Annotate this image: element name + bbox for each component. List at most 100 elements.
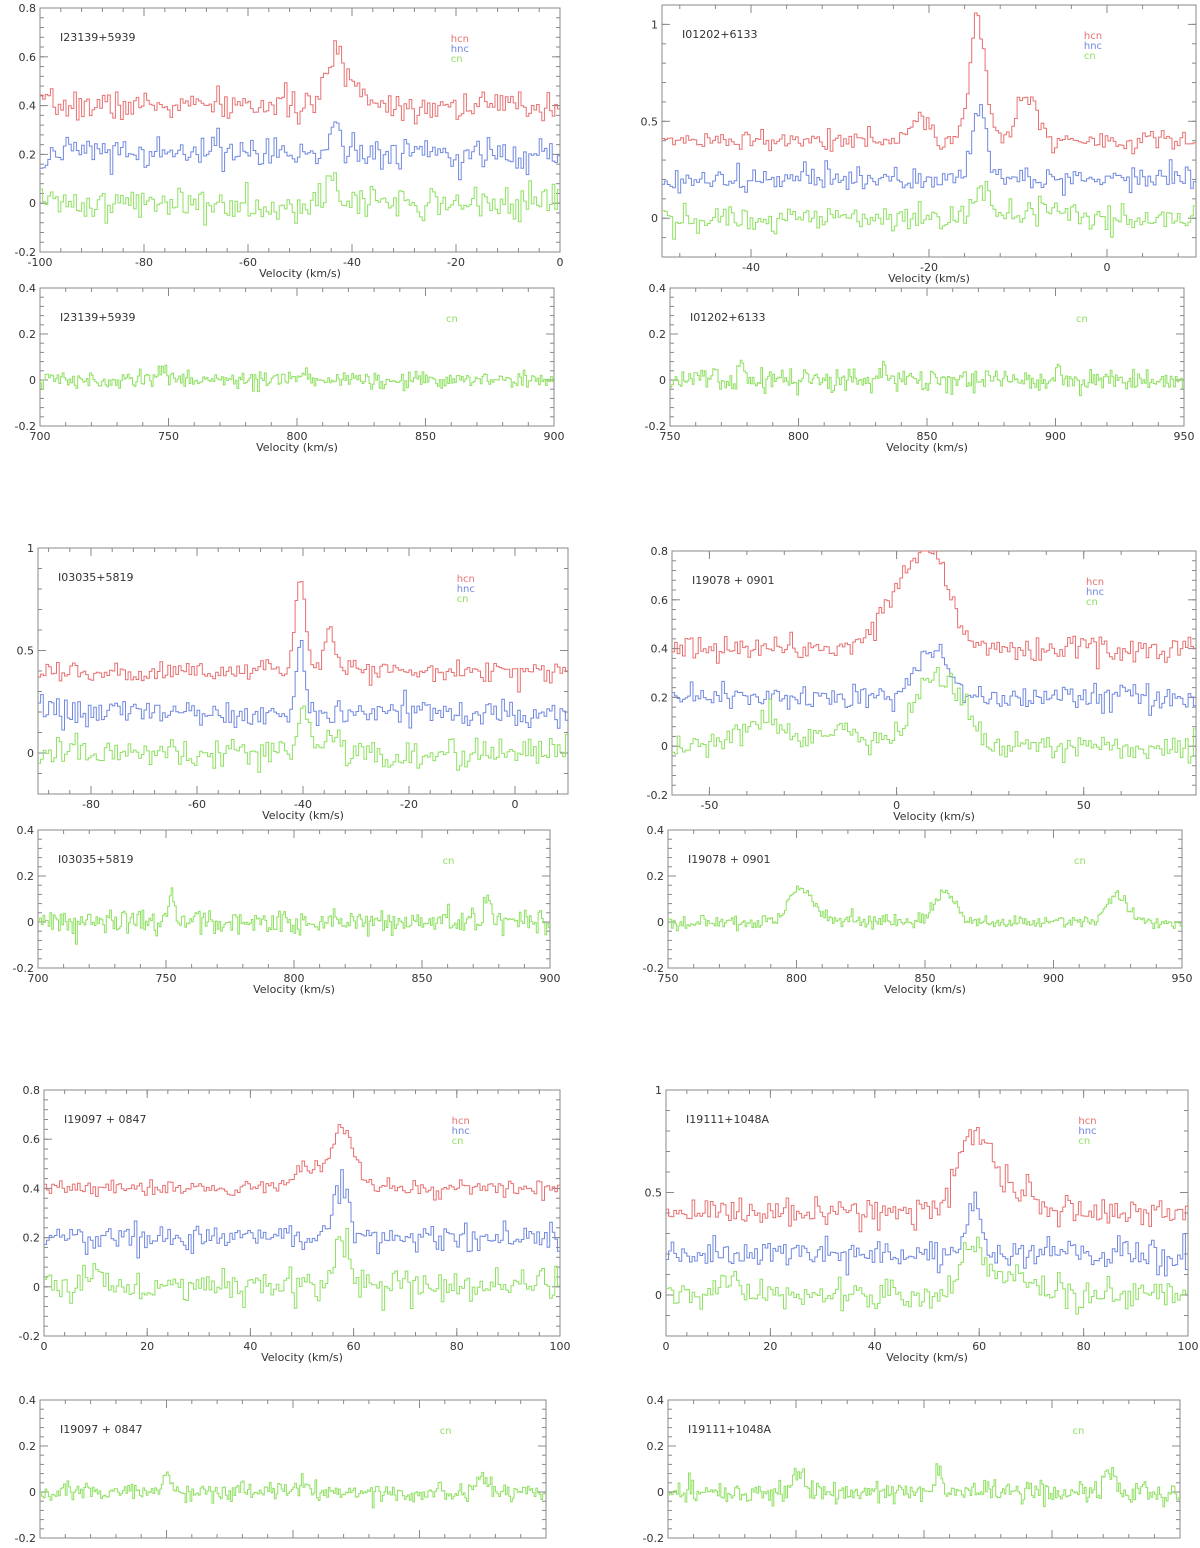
x-tick-label: 40	[243, 1340, 257, 1353]
x-tick-label: 950	[1172, 972, 1193, 985]
x-tick-label: 850	[915, 972, 936, 985]
plot-frame	[667, 829, 1183, 969]
y-tick-label: 1	[655, 1084, 662, 1097]
y-tick-label: 0	[29, 197, 36, 210]
x-tick-label: 950	[1174, 430, 1195, 443]
x-tick-label: 80	[1077, 1340, 1091, 1353]
x-axis-label: Velocity (km/s)	[262, 809, 344, 822]
x-tick-label: 40	[868, 1340, 882, 1353]
y-tick-label: -0.2	[643, 962, 664, 975]
panel-i19111-1048a-main: 0 20 40 60 80 100 0 0.5 1 Velocity (km/s) I19111+1…	[645, 1084, 1199, 1364]
y-tick-label: 0	[661, 740, 668, 753]
x-tick-label: 60	[347, 1340, 361, 1353]
source-label: I19111+1048A	[688, 1423, 771, 1436]
x-tick-label: 750	[158, 430, 179, 443]
legend-entry-hnc: hnc	[452, 1126, 470, 1137]
panel-i03035-5819-main: -80 -60 -40 -20 0 0 0.5 1 Velocity (km/s) I03035+…	[17, 542, 569, 822]
x-tick-label: 900	[544, 430, 565, 443]
x-tick-label: 800	[786, 972, 807, 985]
plot-frame	[43, 1089, 561, 1337]
legend-entry-cn: cn	[440, 1426, 452, 1437]
y-tick-label: 0.5	[645, 1187, 663, 1200]
legend-entry-cn: cn	[1084, 51, 1096, 62]
y-tick-label: 0.4	[17, 824, 35, 837]
y-tick-label: 0	[27, 916, 34, 929]
x-tick-label: 900	[540, 972, 561, 985]
legend-entry-hcn: hcn	[457, 574, 475, 585]
x-tick-label: 0	[41, 1340, 48, 1353]
y-tick-label: 0.4	[19, 282, 37, 295]
series-cn-spectrum	[662, 181, 1196, 240]
legend-entry-cn: cn	[1076, 314, 1088, 325]
source-label: I19111+1048A	[686, 1113, 769, 1126]
y-tick-label: 0.4	[23, 1182, 41, 1195]
panel-i23139-5939-cn-wide: 700 750 800 850 900 -0.2 0 0.2 0.4 Velocity (km/s…	[15, 282, 565, 454]
series-hcn-spectrum	[662, 12, 1196, 155]
panel-i03035-5819-cn-wide: 700 750 800 850 900 -0.2 0 0.2 0.4 Velocity (km/s…	[13, 824, 561, 996]
y-tick-label: 0	[657, 916, 664, 929]
y-tick-label: 0.4	[19, 100, 37, 113]
legend-entry-cn: cn	[457, 594, 469, 605]
x-tick-label: 850	[917, 430, 938, 443]
source-label: I23139+5939	[60, 31, 135, 44]
y-tick-label: 0	[29, 1486, 36, 1499]
y-tick-label: 1	[651, 18, 658, 31]
y-tick-label: 0.6	[23, 1133, 41, 1146]
legend-entry-hnc: hnc	[451, 44, 469, 55]
series-cn-spectrum	[666, 1236, 1188, 1315]
x-tick-label: -60	[188, 798, 206, 811]
source-label: I19097 + 0847	[60, 1423, 142, 1436]
x-tick-label: 850	[412, 972, 433, 985]
x-axis-label: Velocity (km/s)	[261, 1351, 343, 1364]
panel-i01202-6133-main: -40 -20 0 0 0.5 1 Velocity (km/s) I01202+6133 hc…	[641, 4, 1197, 285]
source-label: I01202+6133	[682, 28, 757, 41]
y-tick-label: 0.4	[647, 1394, 665, 1407]
y-tick-label: 0.8	[23, 1084, 41, 1097]
x-tick-label: 0	[1104, 261, 1111, 274]
series-hnc-spectrum	[38, 640, 568, 731]
x-tick-label: -20	[400, 798, 418, 811]
series-hnc-spectrum	[44, 1169, 560, 1259]
series-hcn-spectrum	[672, 550, 1196, 670]
legend-entry-hnc: hnc	[457, 584, 475, 595]
y-tick-label: 0.2	[17, 870, 35, 883]
y-tick-label: -0.2	[19, 1330, 40, 1343]
plot-frame	[39, 287, 555, 427]
x-tick-label: 80	[450, 1340, 464, 1353]
x-tick-label: 0	[663, 1340, 670, 1353]
x-tick-label: 0	[893, 799, 900, 812]
x-tick-label: -20	[920, 261, 938, 274]
legend-entry-hnc: hnc	[1086, 587, 1104, 598]
x-tick-label: 100	[1178, 1340, 1199, 1353]
x-tick-label: -100	[28, 256, 53, 269]
x-tick-label: 800	[284, 972, 305, 985]
source-label: I23139+5939	[60, 311, 135, 324]
x-axis-label: Velocity (km/s)	[256, 441, 338, 454]
series-hnc-spectrum	[672, 643, 1196, 716]
series-hcn-spectrum	[666, 1127, 1188, 1233]
x-tick-label: 60	[972, 1340, 986, 1353]
series-hcn-spectrum	[44, 1124, 560, 1201]
y-tick-label: 0.2	[647, 870, 665, 883]
y-tick-label: -0.2	[13, 962, 34, 975]
legend-entry-hcn: hcn	[1084, 31, 1102, 42]
y-tick-label: 0.2	[23, 1232, 41, 1245]
x-tick-label: 0	[557, 256, 564, 269]
y-tick-label: 0.4	[19, 1394, 37, 1407]
y-tick-label: 0.4	[647, 824, 665, 837]
panel-i19078-0901-cn-wide: 750 800 850 900 950 -0.2 0 0.2 0.4 Velocity (km/s…	[643, 824, 1193, 996]
plot-frame	[37, 829, 551, 969]
x-tick-label: -40	[294, 798, 312, 811]
y-tick-label: 0.2	[19, 148, 37, 161]
y-tick-label: 0	[29, 374, 36, 387]
y-tick-label: 0.2	[19, 328, 37, 341]
plot-frame	[39, 7, 561, 253]
legend-entry-cn: cn	[442, 856, 454, 867]
legend-entry-hnc: hnc	[1084, 41, 1102, 52]
y-tick-label: 0	[659, 374, 666, 387]
legend-entry-hcn: hcn	[452, 1116, 470, 1127]
y-tick-label: 0.5	[641, 115, 659, 128]
series-cn-spectrum	[40, 172, 560, 226]
x-axis-label: Velocity (km/s)	[886, 1351, 968, 1364]
